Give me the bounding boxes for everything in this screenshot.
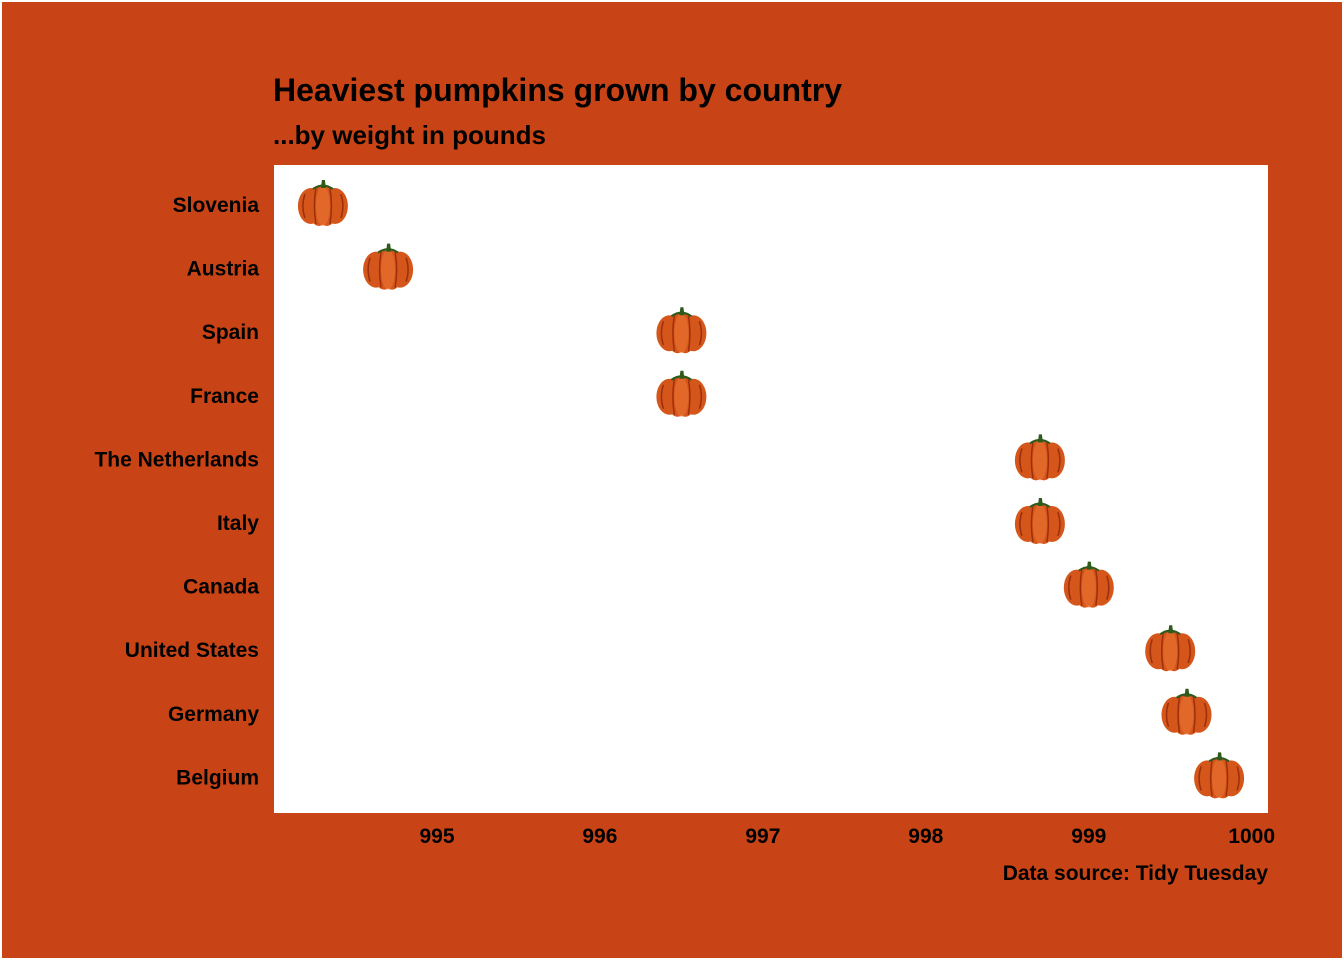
plot-panel bbox=[274, 165, 1268, 813]
x-tick-label: 999 bbox=[1071, 825, 1106, 848]
y-tick-label: France bbox=[190, 385, 259, 408]
y-tick-label: Italy bbox=[217, 512, 259, 535]
y-tick-label: Slovenia bbox=[173, 194, 260, 217]
chart-subtitle: ...by weight in pounds bbox=[273, 120, 546, 150]
x-tick-label: 998 bbox=[908, 825, 943, 848]
y-tick-label: Spain bbox=[202, 321, 259, 344]
y-tick-label: United States bbox=[125, 639, 259, 662]
y-tick-label: Belgium bbox=[176, 766, 259, 789]
x-tick-label: 995 bbox=[419, 825, 454, 848]
x-tick-label: 1000 bbox=[1228, 825, 1275, 848]
x-tick-label: 996 bbox=[582, 825, 617, 848]
y-tick-label: The Netherlands bbox=[94, 448, 259, 471]
y-tick-label: Germany bbox=[168, 703, 259, 726]
y-axis-labels: Slovenia Austria Spain France The Netherland… bbox=[94, 194, 259, 789]
x-axis-labels: 995 996 997 998 999 1000 bbox=[419, 825, 1275, 848]
y-tick-label: Canada bbox=[183, 576, 259, 599]
x-tick-label: 997 bbox=[745, 825, 780, 848]
y-tick-label: Austria bbox=[187, 258, 260, 281]
chart-title: Heaviest pumpkins grown by country bbox=[273, 72, 842, 108]
chart-caption: Data source: Tidy Tuesday bbox=[1003, 862, 1269, 885]
